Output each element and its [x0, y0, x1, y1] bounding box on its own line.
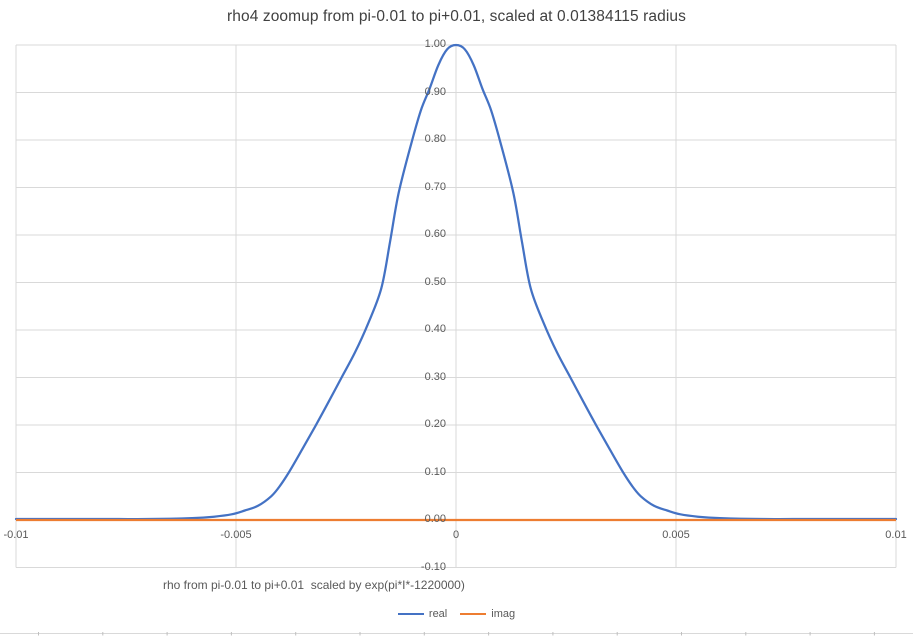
- legend[interactable]: real imag: [0, 606, 913, 622]
- legend-item-imag[interactable]: imag: [460, 608, 515, 621]
- legend-line-imag-icon: [460, 613, 487, 615]
- legend-line-real-icon: [397, 613, 424, 615]
- legend-item-real[interactable]: real: [397, 607, 448, 621]
- series-real-line[interactable]: [14, 43, 898, 521]
- legend-label-imag: imag: [491, 607, 516, 620]
- x-axis-title[interactable]: rho from pi-0.01 to pi+0.01 scaled by ex…: [163, 578, 465, 592]
- chart-title[interactable]: rho4 zoomup from pi-0.01 to pi+0.01, sca…: [227, 8, 686, 25]
- legend-label-real: real: [428, 607, 448, 620]
